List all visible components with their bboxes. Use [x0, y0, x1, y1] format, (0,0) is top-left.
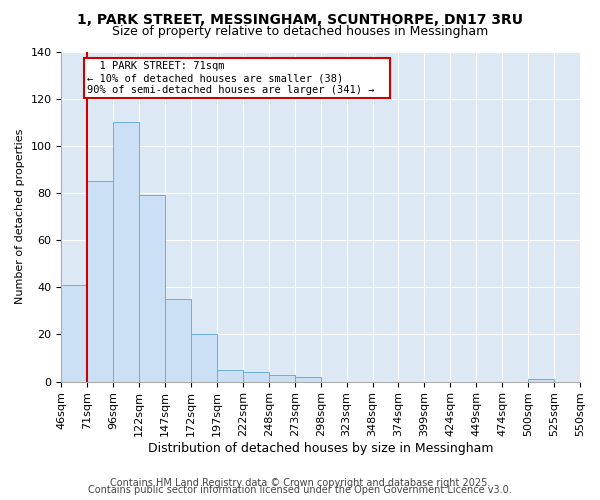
- Bar: [139, 196, 165, 382]
- X-axis label: Distribution of detached houses by size in Messingham: Distribution of detached houses by size …: [148, 442, 493, 455]
- Text: 1 PARK STREET: 71sqm
← 10% of detached houses are smaller (38)
90% of semi-detac: 1 PARK STREET: 71sqm ← 10% of detached h…: [88, 62, 388, 94]
- Bar: [295, 377, 321, 382]
- Bar: [113, 122, 139, 382]
- Bar: [243, 372, 269, 382]
- Text: Contains public sector information licensed under the Open Government Licence v3: Contains public sector information licen…: [88, 485, 512, 495]
- Text: Size of property relative to detached houses in Messingham: Size of property relative to detached ho…: [112, 25, 488, 38]
- Bar: [165, 299, 191, 382]
- Bar: [88, 181, 113, 382]
- Bar: [61, 285, 88, 382]
- Text: 1, PARK STREET, MESSINGHAM, SCUNTHORPE, DN17 3RU: 1, PARK STREET, MESSINGHAM, SCUNTHORPE, …: [77, 12, 523, 26]
- Y-axis label: Number of detached properties: Number of detached properties: [15, 129, 25, 304]
- Bar: [269, 374, 295, 382]
- Bar: [528, 379, 554, 382]
- Bar: [217, 370, 243, 382]
- Text: Contains HM Land Registry data © Crown copyright and database right 2025.: Contains HM Land Registry data © Crown c…: [110, 478, 490, 488]
- Bar: [191, 334, 217, 382]
